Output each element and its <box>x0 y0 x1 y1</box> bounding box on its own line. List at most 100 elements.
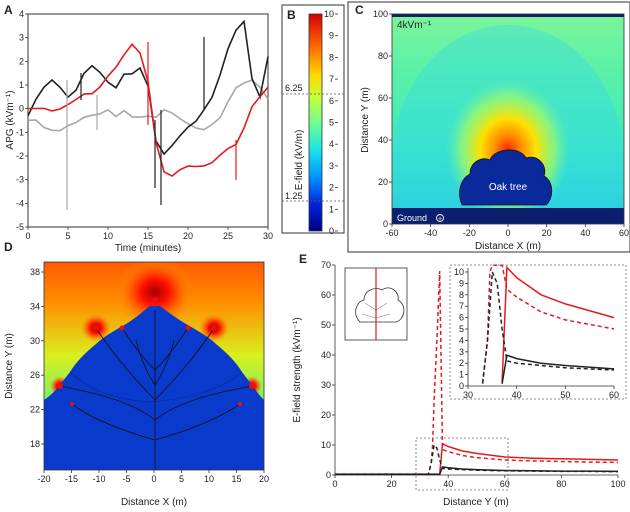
colorbar-tick-label: 8 <box>329 52 334 62</box>
panel-e-y-tick-label: 40 <box>321 350 331 360</box>
panel-c-x-tick-label: -40 <box>424 228 437 238</box>
panel-c-x-tick-label: -60 <box>385 228 398 238</box>
panel-e-label: E <box>299 252 307 266</box>
panel-a-x-tick-label: 25 <box>223 231 233 241</box>
panel-e-ylabel: E-field strength (kVm⁻¹) <box>292 317 303 422</box>
panel-e-x-tick-label: 20 <box>387 479 397 489</box>
colorbar-tick-label: 10 <box>324 9 334 19</box>
panel-a-ylabel: APG (kVm⁻¹) <box>5 90 16 149</box>
panel-d-x-tick-label: 5 <box>179 474 184 484</box>
panel-a-y-tick-label: 1 <box>19 80 24 90</box>
c-field-label: 4kVm⁻¹ <box>397 20 432 31</box>
panel-a-y-ticks: 4 3 2 1 0 -1 -2 -3 -4 -5 <box>16 9 28 232</box>
inset-y-tick-label: 3 <box>459 347 464 357</box>
panel-e-x-tick-label: 80 <box>556 479 566 489</box>
colorbar-tick-label: 2 <box>329 183 334 193</box>
panel-e-x-ticks: 0 20 40 60 80 100 <box>332 475 626 489</box>
panel-c-xlabel: Distance X (m) <box>475 241 541 252</box>
panel-c-x-tick-label: 60 <box>619 228 629 238</box>
panel-a-x-tick-label: 10 <box>103 231 113 241</box>
panel-e-y-tick-label: 50 <box>321 320 331 330</box>
c-top-plate <box>392 14 624 17</box>
panel-c: C 4kVm⁻¹ Oak tree Ground + 100806040200 … <box>347 1 630 253</box>
panel-e-y-tick-label: 20 <box>321 410 331 420</box>
panel-c-y-tick-label: 40 <box>378 135 388 145</box>
panel-d-y-tick-label: 26 <box>30 370 40 380</box>
inset-series-line <box>481 264 615 383</box>
colorbar-tick-label: 1 <box>329 204 334 214</box>
panel-d-x-ticks: -20 -15 -10 -5 0 5 10 15 20 <box>37 470 269 484</box>
panel-e-y-ticks: 70 60 50 40 30 20 10 0 <box>321 260 335 480</box>
panel-a-y-tick-label: -4 <box>16 198 24 208</box>
inset-series-line <box>481 271 615 384</box>
panel-e-y-tick-label: 30 <box>321 380 331 390</box>
e-tree-icon <box>344 267 408 341</box>
panel-e-x-tick-label: 60 <box>500 479 510 489</box>
panel-d-x-tick-label: -20 <box>37 474 50 484</box>
panel-a-y-tick-label: -3 <box>16 175 24 185</box>
svg-text:+: + <box>438 216 442 223</box>
panel-c-y-tick-label: 80 <box>378 51 388 61</box>
colorbar-tick-label: 0 <box>329 226 334 236</box>
panel-d-label: D <box>4 240 13 254</box>
inset-y-tick-label: 8 <box>459 290 464 300</box>
panel-a-label: A <box>4 3 13 17</box>
panel-c-y-tick-label: 60 <box>378 93 388 103</box>
colorbar-tick-label: 6 <box>329 96 334 106</box>
inset-x-tick-label: 30 <box>463 390 473 400</box>
panel-a-x-tick-label: 20 <box>183 231 193 241</box>
inset-y-tick-label: 10 <box>454 267 464 277</box>
panel-e-x-tick-label: 100 <box>610 479 625 489</box>
colorbar <box>308 13 323 232</box>
panel-a-y-tick-label: 0 <box>19 104 24 114</box>
panel-d-x-tick-label: 20 <box>259 474 269 484</box>
inset-y-tick-label: 6 <box>459 313 464 323</box>
panel-c-y-tick-label: 100 <box>373 9 388 19</box>
panel-c-y-tick-label: 0 <box>383 219 388 229</box>
panel-a-x-ticks: 0 5 10 15 20 25 30 <box>25 227 273 241</box>
d-branches <box>59 310 253 470</box>
panel-e-y-tick-label: 60 <box>321 290 331 300</box>
panel-a-y-tick-label: 4 <box>19 9 24 19</box>
panel-a-y-tick-label: 2 <box>19 56 24 66</box>
panel-d-y-tick-label: 30 <box>30 336 40 346</box>
panel-c-x-tick-label: 20 <box>542 228 552 238</box>
marker-lower: 1.25 <box>285 191 303 201</box>
panel-c-x-ticks: -60 -40 -20 0 20 40 60 <box>385 224 629 238</box>
inset-y-tick-label: 0 <box>459 381 464 391</box>
inset-y-tick-label: 2 <box>459 358 464 368</box>
inset-x-tick-label: 60 <box>609 390 619 400</box>
colorbar-label: E-field (kV/m) <box>294 130 305 191</box>
panel-c-y-tick-label: 20 <box>378 177 388 187</box>
panel-e-x-tick-label: 0 <box>332 479 337 489</box>
panel-e-y-tick-label: 0 <box>326 470 331 480</box>
inset-y-tick-label: 1 <box>459 370 464 380</box>
panel-a-spikes <box>66 37 237 210</box>
c-ground-symbol-icon <box>436 214 444 222</box>
panel-d-y-tick-label: 18 <box>30 439 40 449</box>
colorbar-tick-label: 3 <box>329 161 334 171</box>
panel-d-x-tick-label: -5 <box>122 474 130 484</box>
inset-y-tick-label: 7 <box>459 301 464 311</box>
panel-e-series <box>335 270 619 476</box>
inset-x-ticks: 30 40 50 60 <box>463 386 619 400</box>
colorbar-tick-label: 9 <box>329 31 334 41</box>
panel-c-label: C <box>355 3 364 17</box>
d-hotspot-top <box>115 262 195 328</box>
panel-c-x-tick-label: 40 <box>580 228 590 238</box>
panel-a-y-tick-label: -1 <box>16 127 24 137</box>
panel-a-x-tick-label: 30 <box>263 231 273 241</box>
panel-e-series-line <box>335 443 619 476</box>
inset-y-tick-label: 4 <box>459 335 464 345</box>
panel-d-y-tick-label: 34 <box>30 301 40 311</box>
panel-a-y-tick-label: -5 <box>16 222 24 232</box>
colorbar-tick-label: 7 <box>329 74 334 84</box>
d-branch-tips <box>57 297 255 406</box>
panel-d: D <box>4 240 269 508</box>
